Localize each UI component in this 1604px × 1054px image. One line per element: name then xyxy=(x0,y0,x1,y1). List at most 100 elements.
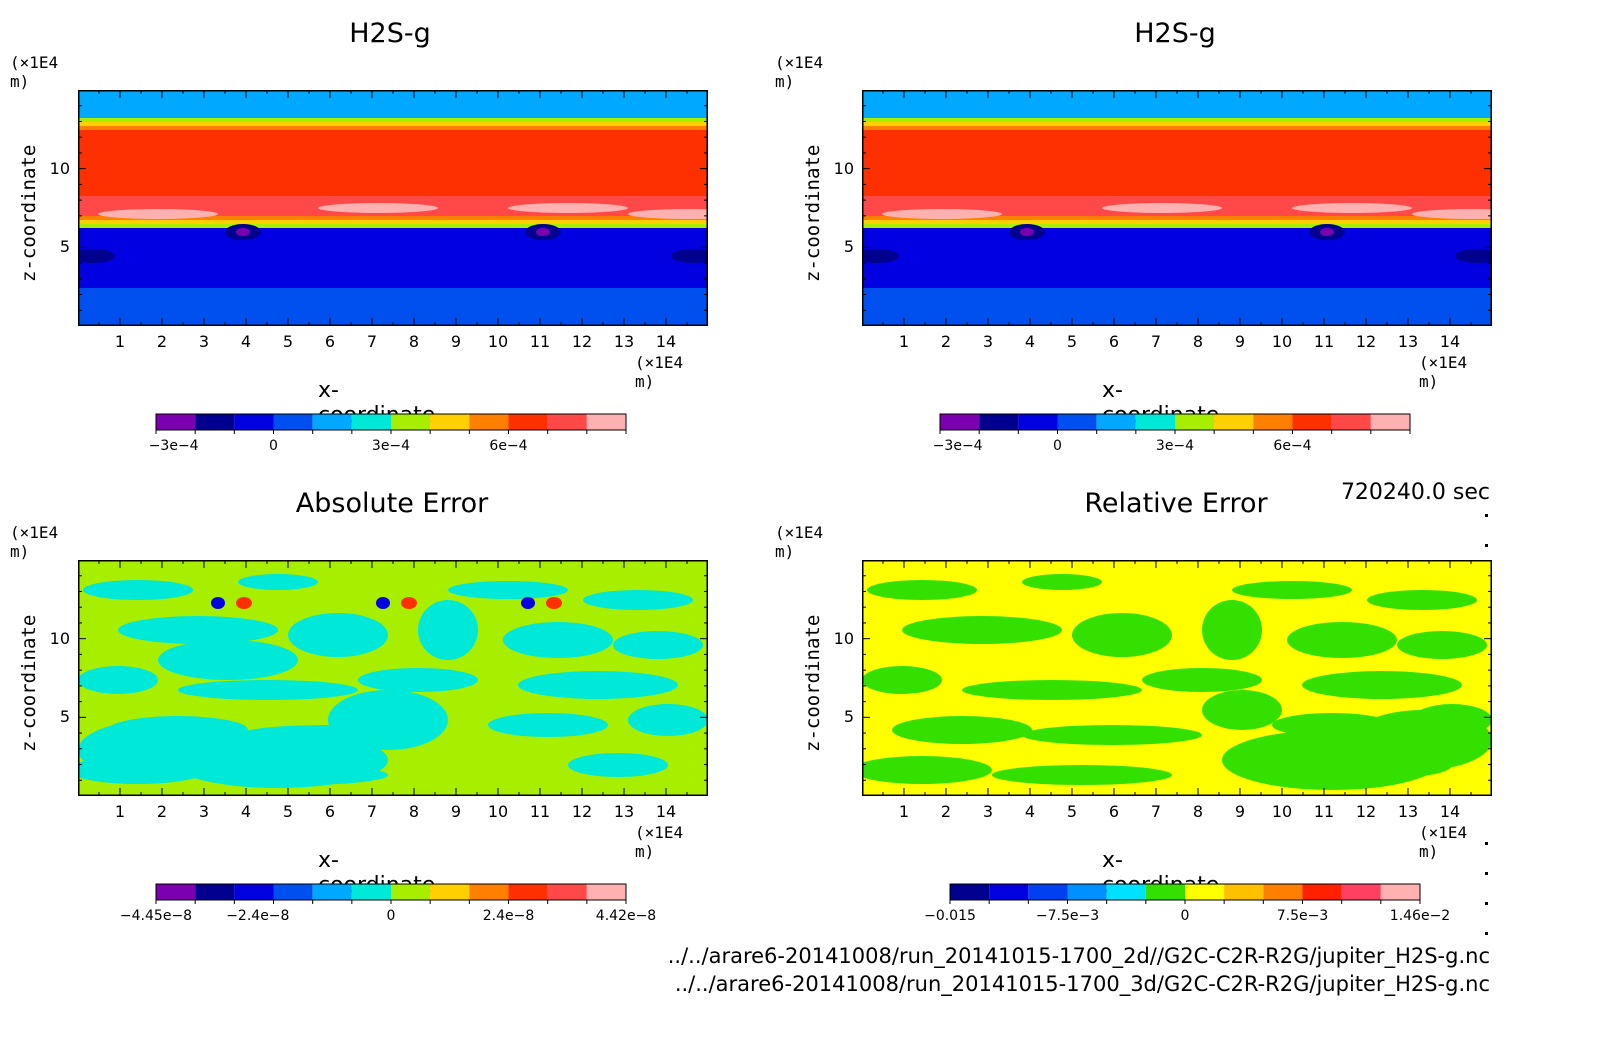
error-region xyxy=(358,668,478,692)
colorbar-swatch xyxy=(547,414,587,430)
y-unit-label: (×1E4 m) xyxy=(10,523,59,561)
x-tick-label: 6 xyxy=(324,802,336,821)
colorbar-swatch xyxy=(508,884,548,900)
error-region xyxy=(613,631,703,659)
color-band xyxy=(862,130,1492,196)
footer-path-3d: ../../arare6-20141008/run_20141015-1700_… xyxy=(674,972,1490,996)
colorbar-swatch xyxy=(1370,414,1410,430)
positive-error-peak xyxy=(236,597,252,609)
high-concentration-blob xyxy=(508,203,628,213)
x-tick-label: 3 xyxy=(198,802,210,821)
error-region xyxy=(1302,671,1462,699)
x-tick-label: 13 xyxy=(1397,802,1419,821)
x-tick-label: 4 xyxy=(1024,802,1036,821)
color-band xyxy=(78,288,708,326)
color-band xyxy=(862,224,1492,228)
x-tick-label: 14 xyxy=(655,332,677,351)
colorbar-label: 1.46e−2 xyxy=(1390,908,1450,924)
error-region xyxy=(962,680,1142,700)
x-tick-label: 11 xyxy=(1313,802,1335,821)
colorbar-swatch xyxy=(273,884,313,900)
colorbar-label: 3e−4 xyxy=(372,438,410,454)
error-region xyxy=(1022,725,1202,745)
chart-title: Relative Error xyxy=(1084,488,1268,519)
y-unit-label: (×1E4 m) xyxy=(10,53,59,91)
colorbar-swatch xyxy=(351,414,391,430)
x-tick-label: 3 xyxy=(982,802,994,821)
marker-dot xyxy=(1485,872,1488,875)
x-tick-label: 14 xyxy=(655,802,677,821)
x-tick-label: 1 xyxy=(114,802,126,821)
y-tick-label: 5 xyxy=(59,237,70,257)
x-unit-label: (×1E4 m) xyxy=(1419,353,1468,391)
colorbar-swatch xyxy=(508,414,548,430)
x-tick-label: 11 xyxy=(529,802,551,821)
marker-dot xyxy=(1485,932,1488,935)
x-tick-label: 2 xyxy=(156,332,168,351)
color-band xyxy=(78,126,708,130)
colorbar: −3e−4 0 3e−4 6e−4 xyxy=(150,413,627,454)
colorbar-swatch xyxy=(469,884,509,900)
colorbar-label: 6e−4 xyxy=(489,438,527,454)
colorbar-label: −3e−4 xyxy=(934,438,983,454)
x-tick-label: 5 xyxy=(1066,802,1078,821)
colorbar-swatch xyxy=(1341,884,1381,900)
colorbar-swatch xyxy=(1067,884,1107,900)
error-region xyxy=(862,756,992,784)
marker-dot xyxy=(1485,842,1488,845)
time-stamp: 720240.0 sec xyxy=(1340,480,1490,505)
color-band xyxy=(862,220,1492,224)
y-axis-label: z-coordinate xyxy=(18,614,40,752)
colorbar-swatch xyxy=(469,414,509,430)
positive-error-peak xyxy=(546,597,562,609)
x-tick-label: 4 xyxy=(1024,332,1036,351)
x-tick-label: 9 xyxy=(1234,332,1246,351)
x-tick-label: 10 xyxy=(1271,332,1293,351)
colorbar-swatch xyxy=(430,414,470,430)
colorbar-swatch xyxy=(1263,884,1303,900)
y-unit-label: (×1E4 m) xyxy=(775,523,824,561)
x-tick-label: 13 xyxy=(613,332,635,351)
x-tick-label: 1 xyxy=(898,332,910,351)
colorbar-swatch xyxy=(586,414,626,430)
error-region xyxy=(503,622,613,658)
colorbar-label: −7.5e−3 xyxy=(1036,908,1099,924)
x-tick-label: 7 xyxy=(366,802,378,821)
x-tick-label: 7 xyxy=(1150,802,1162,821)
error-region xyxy=(568,753,668,777)
colorbar-label: −4.45e−8 xyxy=(120,908,192,924)
x-tick-label: 14 xyxy=(1439,802,1461,821)
error-region xyxy=(418,600,478,660)
negative-error-peak xyxy=(521,597,535,609)
error-region xyxy=(892,716,1032,744)
colorbar-swatch xyxy=(1331,414,1371,430)
colorbar-label: 0 xyxy=(387,908,396,924)
x-tick-label: 1 xyxy=(898,802,910,821)
min-concentration-blob xyxy=(1020,228,1034,236)
marker-dot xyxy=(1485,514,1488,517)
x-tick-label: 11 xyxy=(1313,332,1335,351)
x-tick-label: 11 xyxy=(529,332,551,351)
colorbar-swatch xyxy=(1253,414,1293,430)
x-tick-label: 3 xyxy=(198,332,210,351)
colorbar-label: 6e−4 xyxy=(1273,438,1311,454)
colorbar-label: −3e−4 xyxy=(150,438,199,454)
error-region xyxy=(288,613,388,657)
colorbar-swatch xyxy=(234,884,274,900)
heatmap-plot xyxy=(862,560,1492,796)
negative-error-peak xyxy=(376,597,390,609)
x-tick-label: 10 xyxy=(1271,802,1293,821)
color-band xyxy=(78,228,708,288)
x-tick-label: 7 xyxy=(1150,332,1162,351)
x-tick-label: 8 xyxy=(1192,802,1204,821)
color-band xyxy=(78,224,708,228)
colorbar-swatch xyxy=(1302,884,1342,900)
color-band xyxy=(78,130,708,196)
colorbar-swatch xyxy=(1018,414,1058,430)
colorbar-label: 0 xyxy=(1053,438,1062,454)
x-tick-label: 1 xyxy=(114,332,126,351)
error-region xyxy=(1232,581,1352,599)
colorbar-label: 0 xyxy=(1181,908,1190,924)
colorbar-swatch xyxy=(1145,884,1185,900)
colorbar-swatch xyxy=(1175,414,1215,430)
